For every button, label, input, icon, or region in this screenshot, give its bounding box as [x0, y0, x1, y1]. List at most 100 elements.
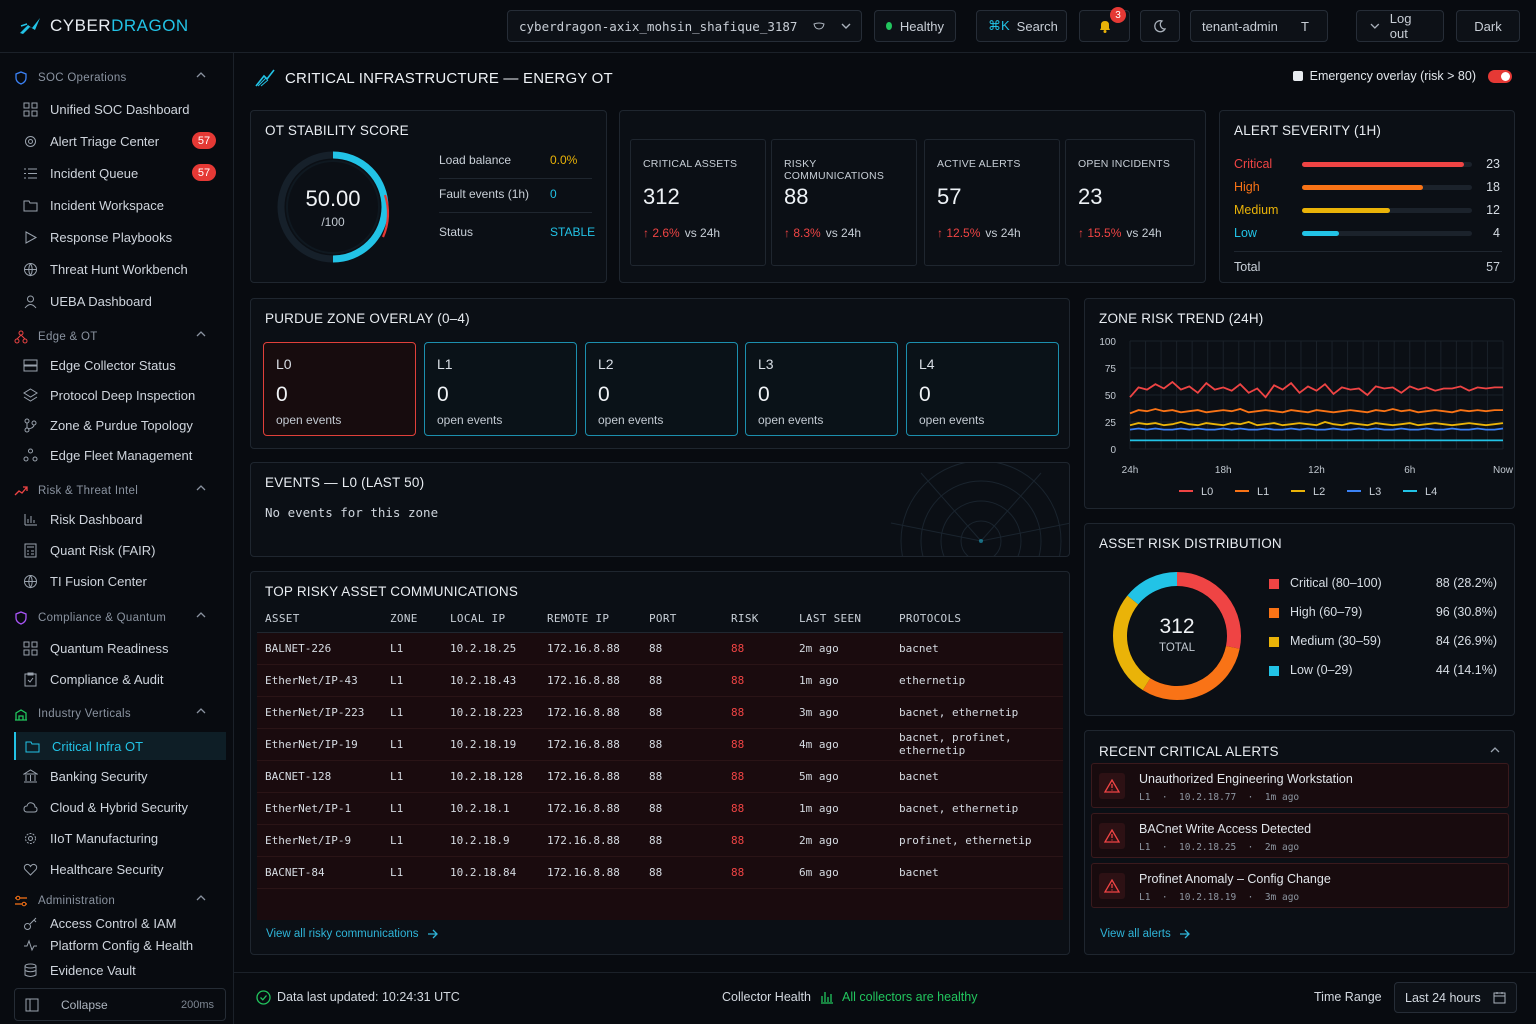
sidebar-item-risk-dashboard[interactable]: Risk Dashboard: [14, 505, 226, 533]
theme-toggle-button[interactable]: [1140, 10, 1180, 42]
severity-bar-track: [1302, 185, 1472, 190]
sidebar-item-unified-soc[interactable]: Unified SOC Dashboard: [14, 95, 226, 123]
table-cell: 10.2.18.84: [442, 856, 539, 889]
zone-card-l1[interactable]: L1 0 open events: [424, 342, 577, 436]
sidebar-item-cloud-hybrid[interactable]: Cloud & Hybrid Security: [14, 793, 226, 821]
sidebar-item-alert-triage[interactable]: Alert Triage Center 57: [14, 127, 226, 155]
column-header[interactable]: RISK: [723, 605, 791, 633]
chevron-up-icon[interactable]: [1490, 747, 1500, 753]
view-all-risky-link[interactable]: View all risky communications: [266, 928, 439, 940]
sidebar-item-label: Cloud & Hybrid Security: [50, 799, 188, 815]
events-card: EVENTS — L0 (LAST 50) No events for this…: [250, 462, 1070, 557]
search-button[interactable]: ⌘K Search: [976, 10, 1067, 42]
zone-card-l2[interactable]: L2 0 open events: [585, 342, 738, 436]
sidebar-item-zone-topology[interactable]: Zone & Purdue Topology: [14, 411, 226, 439]
sidebar-item-incident-workspace[interactable]: Incident Workspace: [14, 191, 226, 219]
column-header[interactable]: LOCAL IP: [442, 605, 539, 633]
alert-item[interactable]: BACnet Write Access Detected L1 · 10.2.18…: [1091, 813, 1509, 858]
sidebar-item-iiot[interactable]: IIoT Manufacturing: [14, 824, 226, 852]
legend-swatch: [1269, 666, 1279, 676]
tenant-select[interactable]: cyberdragon-axix_mohsin_shafique_3187: [507, 10, 862, 42]
sidebar-item-access-control[interactable]: Access Control & IAM: [14, 909, 226, 937]
sidebar-item-ueba[interactable]: UEBA Dashboard: [14, 287, 226, 315]
sidebar-group-administration[interactable]: Administration: [14, 891, 226, 911]
sidebar-item-evidence-vault[interactable]: Evidence Vault: [14, 956, 226, 984]
zone-card-l4[interactable]: L4 0 open events: [906, 342, 1059, 436]
sidebar-item-platform-config[interactable]: Platform Config & Health: [14, 931, 226, 959]
table-cell: profinet, ethernetip: [891, 824, 1063, 857]
health-indicator[interactable]: Healthy: [874, 10, 956, 42]
donut-slice[interactable]: [1142, 645, 1240, 700]
alert-item[interactable]: Unauthorized Engineering Workstation L1 ·…: [1091, 763, 1509, 808]
column-header[interactable]: ZONE: [382, 605, 442, 633]
sidebar-item-critical-infra-ot[interactable]: Critical Infra OT: [14, 732, 226, 760]
zone-card-l0[interactable]: L0 0 open events: [263, 342, 416, 436]
sidebar-item-edge-fleet[interactable]: Edge Fleet Management: [14, 441, 226, 469]
zone-card-l3[interactable]: L3 0 open events: [745, 342, 898, 436]
clipboard-icon: [24, 672, 37, 686]
card-title: TOP RISKY ASSET COMMUNICATIONS: [265, 584, 519, 599]
column-header[interactable]: PROTOCOLS: [891, 605, 1063, 633]
sidebar-item-compliance-audit[interactable]: Compliance & Audit: [14, 665, 226, 693]
donut-slice[interactable]: [1127, 572, 1178, 605]
table-row[interactable]: BACNET-84 L1 10.2.18.84 172.16.8.88 88 88 6m a…: [257, 856, 1063, 889]
kpi-active-alerts[interactable]: ACTIVE ALERTS 57 ↑ 12.5% vs 24h: [924, 139, 1060, 266]
series-line-l1[interactable]: [1129, 408, 1503, 415]
sidebar-item-incident-queue[interactable]: Incident Queue 57: [14, 159, 226, 187]
network-icon: [14, 330, 28, 344]
sidebar-group-industry[interactable]: Industry Verticals: [14, 704, 226, 724]
table-row[interactable]: BACNET-128 L1 10.2.18.128 172.16.8.88 88 88 5m…: [257, 760, 1063, 793]
sidebar-group-risk-threat[interactable]: Risk & Threat Intel: [14, 481, 226, 501]
sidebar-item-healthcare[interactable]: Healthcare Security: [14, 855, 226, 883]
sidebar-item-threat-hunt[interactable]: Threat Hunt Workbench: [14, 255, 226, 283]
chevron-up-icon: [196, 485, 206, 491]
series-line-l2[interactable]: [1129, 421, 1504, 427]
collapse-sidebar-button[interactable]: Collapse 200ms: [14, 988, 226, 1021]
alert-item[interactable]: Profinet Anomaly – Config Change L1 · 10.…: [1091, 863, 1509, 908]
table-cell: 2m ago: [791, 632, 891, 665]
legend-label: Medium (30–59): [1290, 634, 1382, 648]
column-header[interactable]: REMOTE IP: [539, 605, 641, 633]
table-row[interactable]: EtherNet/IP-9 L1 10.2.18.9 172.16.8.88 88 88 2…: [257, 824, 1063, 857]
sidebar-item-response-playbooks[interactable]: Response Playbooks: [14, 223, 226, 251]
table-row[interactable]: EtherNet/IP-19 L1 10.2.18.19 172.16.8.88 88 8…: [257, 728, 1063, 761]
donut-slice[interactable]: [1113, 595, 1151, 691]
toggle-switch[interactable]: [1488, 69, 1512, 83]
column-header[interactable]: PORT: [641, 605, 723, 633]
logout-button[interactable]: Log out: [1356, 10, 1444, 42]
series-line-l0[interactable]: [1129, 380, 1503, 399]
donut-slice[interactable]: [1176, 572, 1241, 649]
sidebar-item-quant-risk[interactable]: Quant Risk (FAIR): [14, 536, 226, 564]
sidebar-group-compliance[interactable]: Compliance & Quantum: [14, 608, 226, 628]
kpi-delta: ↑ 2.6% vs 24h: [643, 226, 721, 240]
series-line-l3[interactable]: [1129, 427, 1504, 431]
notifications-button[interactable]: 3: [1079, 7, 1130, 42]
table-row[interactable]: EtherNet/IP-1 L1 10.2.18.1 172.16.8.88 88 88 1…: [257, 792, 1063, 825]
sidebar-group-soc[interactable]: SOC Operations: [14, 68, 226, 88]
sidebar-item-edge-collector[interactable]: Edge Collector Status: [14, 351, 226, 379]
table-row[interactable]: BALNET-226 L1 10.2.18.25 172.16.8.88 88 88 2m …: [257, 632, 1063, 665]
bar-chart-icon: [24, 513, 37, 525]
table-row[interactable]: EtherNet/IP-43 L1 10.2.18.43 172.16.8.88 88 8…: [257, 664, 1063, 697]
kpi-open-incidents[interactable]: OPEN INCIDENTS 23 ↑ 15.5% vs 24h: [1065, 139, 1195, 266]
view-all-alerts-link[interactable]: View all alerts: [1100, 928, 1191, 940]
table-row[interactable]: EtherNet/IP-223 L1 10.2.18.223 172.16.8.88 8…: [257, 696, 1063, 729]
time-range-select[interactable]: Last 24 hours: [1394, 982, 1517, 1013]
sidebar-item-banking[interactable]: Banking Security: [14, 762, 226, 790]
column-header[interactable]: LAST SEEN: [791, 605, 891, 633]
kpi-risky-communications[interactable]: RISKY COMMUNICATIONS 88 ↑ 8.3% vs 24h: [771, 139, 917, 266]
theme-select[interactable]: Dark: [1456, 10, 1520, 42]
kpi-critical-assets[interactable]: CRITICAL ASSETS 312 ↑ 2.6% vs 24h: [630, 139, 766, 266]
sidebar-item-protocol-inspection[interactable]: Protocol Deep Inspection: [14, 381, 226, 409]
brand-logo[interactable]: CYBERDRAGON: [18, 16, 189, 36]
time-range-value: Last 24 hours: [1405, 990, 1481, 1005]
globe-icon: [24, 574, 37, 588]
sidebar-item-quantum-readiness[interactable]: Quantum Readiness: [14, 634, 226, 662]
emergency-overlay-toggle[interactable]: Emergency overlay (risk > 80): [1292, 69, 1512, 83]
sidebar-item-label: Incident Queue: [50, 165, 139, 181]
sidebar-item-ti-fusion[interactable]: TI Fusion Center: [14, 567, 226, 595]
sidebar-group-edge-ot[interactable]: Edge & OT: [14, 327, 226, 347]
card-title: EVENTS — L0 (LAST 50): [265, 475, 425, 490]
tenant-role-select[interactable]: tenant-admin T: [1190, 10, 1328, 42]
column-header[interactable]: ASSET: [257, 605, 382, 633]
